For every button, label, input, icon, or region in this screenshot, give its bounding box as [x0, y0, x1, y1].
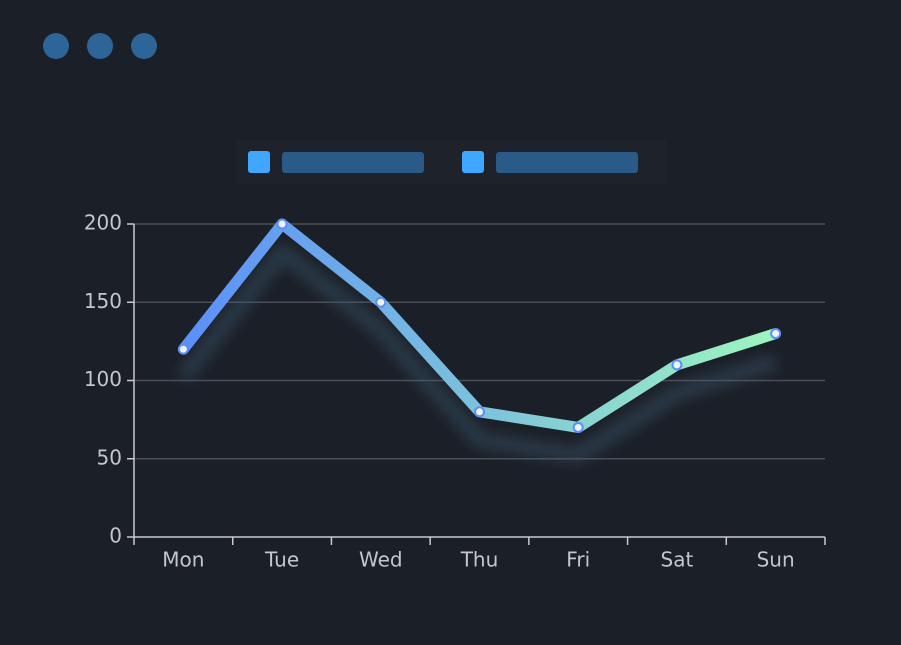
- x-tick-label: Mon: [162, 548, 204, 572]
- y-tick-label: 150: [84, 289, 122, 313]
- x-tick-label: Wed: [359, 548, 403, 572]
- legend-swatch: [462, 151, 484, 173]
- point: [474, 406, 485, 418]
- legend-placeholder: [282, 152, 424, 173]
- plot-area: 0 50 100 150 200 Mon Tue Wed Thu Fri Sat Sun: [84, 211, 826, 572]
- point: [276, 218, 288, 230]
- point: [177, 343, 189, 355]
- y-tick-label: 100: [84, 367, 122, 391]
- y-tick-label: 200: [84, 211, 122, 235]
- point: [770, 328, 782, 340]
- y-tick-label: 50: [97, 445, 122, 469]
- point: [572, 421, 584, 433]
- window-dot: [87, 33, 113, 59]
- legend-placeholder: [496, 152, 638, 173]
- x-tick-label: Thu: [460, 548, 499, 572]
- point: [375, 296, 387, 308]
- legend-swatch: [248, 151, 270, 173]
- point: [671, 359, 683, 371]
- y-tick-label: 0: [109, 524, 122, 548]
- x-tick-label: Sat: [661, 548, 694, 572]
- x-tick-label: Tue: [264, 548, 299, 572]
- line-shadow: [177, 244, 779, 464]
- window-dot: [131, 33, 157, 59]
- window-dot: [43, 33, 69, 59]
- x-tick-label: Sun: [757, 548, 795, 572]
- x-tick-label: Fri: [566, 548, 590, 572]
